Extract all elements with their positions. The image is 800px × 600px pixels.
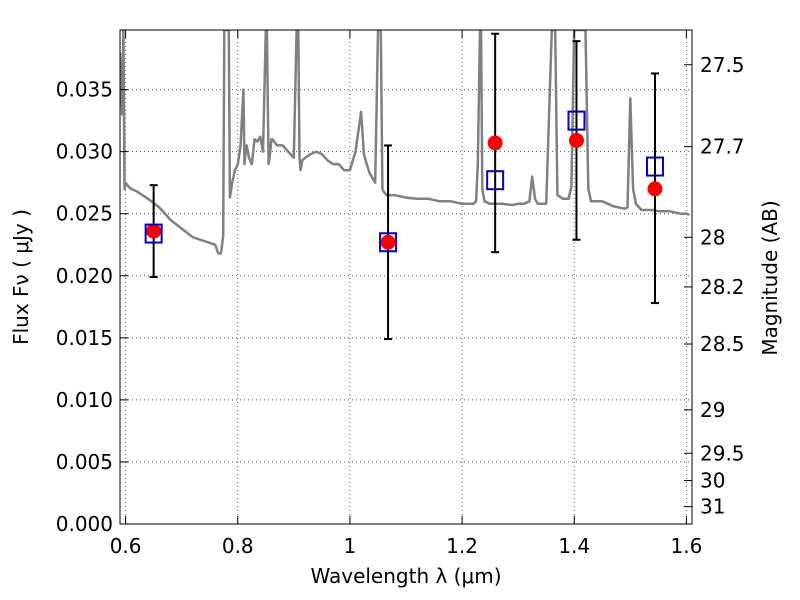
model-square: [379, 232, 398, 253]
y-tick-label: 0.000: [56, 512, 113, 536]
y2-tick-label: 27.5: [700, 53, 745, 77]
y2-tick-label: 29.5: [700, 441, 745, 465]
x-tick-label: 1.4: [558, 534, 590, 558]
y-tick-labels: 0.000 0.005 0.010 0.015 0.020 0.025 0.030 0.035: [56, 78, 113, 536]
x-tick-label: 1: [344, 534, 357, 558]
model-square: [567, 110, 586, 131]
spectrum-line: [120, 30, 690, 255]
y2-tick-label: 29: [700, 398, 725, 422]
y2-tick-label: 28.2: [700, 275, 745, 299]
observed-point: [647, 181, 663, 197]
point-layer: [146, 132, 663, 250]
y-tick-label: 0.015: [56, 326, 113, 350]
observed-point: [487, 135, 503, 151]
tick-marks: [120, 30, 692, 525]
x-tick-labels: 0.6 0.8 1 1.2 1.4 1.6: [110, 534, 703, 558]
y-tick-label: 0.035: [56, 78, 113, 102]
model-square: [144, 223, 163, 244]
y2-tick-label: 28: [700, 225, 725, 249]
x-tick-label: 1.6: [670, 534, 702, 558]
observed-point: [146, 223, 162, 239]
model-square: [645, 156, 664, 177]
x-tick-label: 0.8: [222, 534, 254, 558]
square-layer: [144, 110, 664, 253]
y2-tick-label: 30: [700, 469, 725, 493]
observed-point: [380, 234, 396, 250]
y-tick-label: 0.030: [56, 140, 113, 164]
x-axis-label: Wavelength λ (μm): [310, 564, 501, 588]
y2-tick-label: 27.7: [700, 135, 745, 159]
x-tick-label: 1.2: [446, 534, 478, 558]
y-tick-label: 0.020: [56, 264, 113, 288]
y-tick-label: 0.005: [56, 450, 113, 474]
y-tick-label: 0.010: [56, 388, 113, 412]
y2-tick-label: 28.5: [700, 332, 745, 356]
spectrum-layer: [120, 30, 690, 255]
y-tick-label: 0.025: [56, 202, 113, 226]
plot-frame: [119, 29, 693, 525]
observed-point: [568, 132, 584, 148]
y2-axis-label: Magnitude (AB): [758, 200, 782, 355]
y2-tick-label: 31: [700, 495, 725, 519]
x-tick-label: 0.6: [110, 534, 142, 558]
y-axis-label: Flux Fν ( μJy ): [9, 209, 33, 345]
model-square: [486, 170, 505, 191]
